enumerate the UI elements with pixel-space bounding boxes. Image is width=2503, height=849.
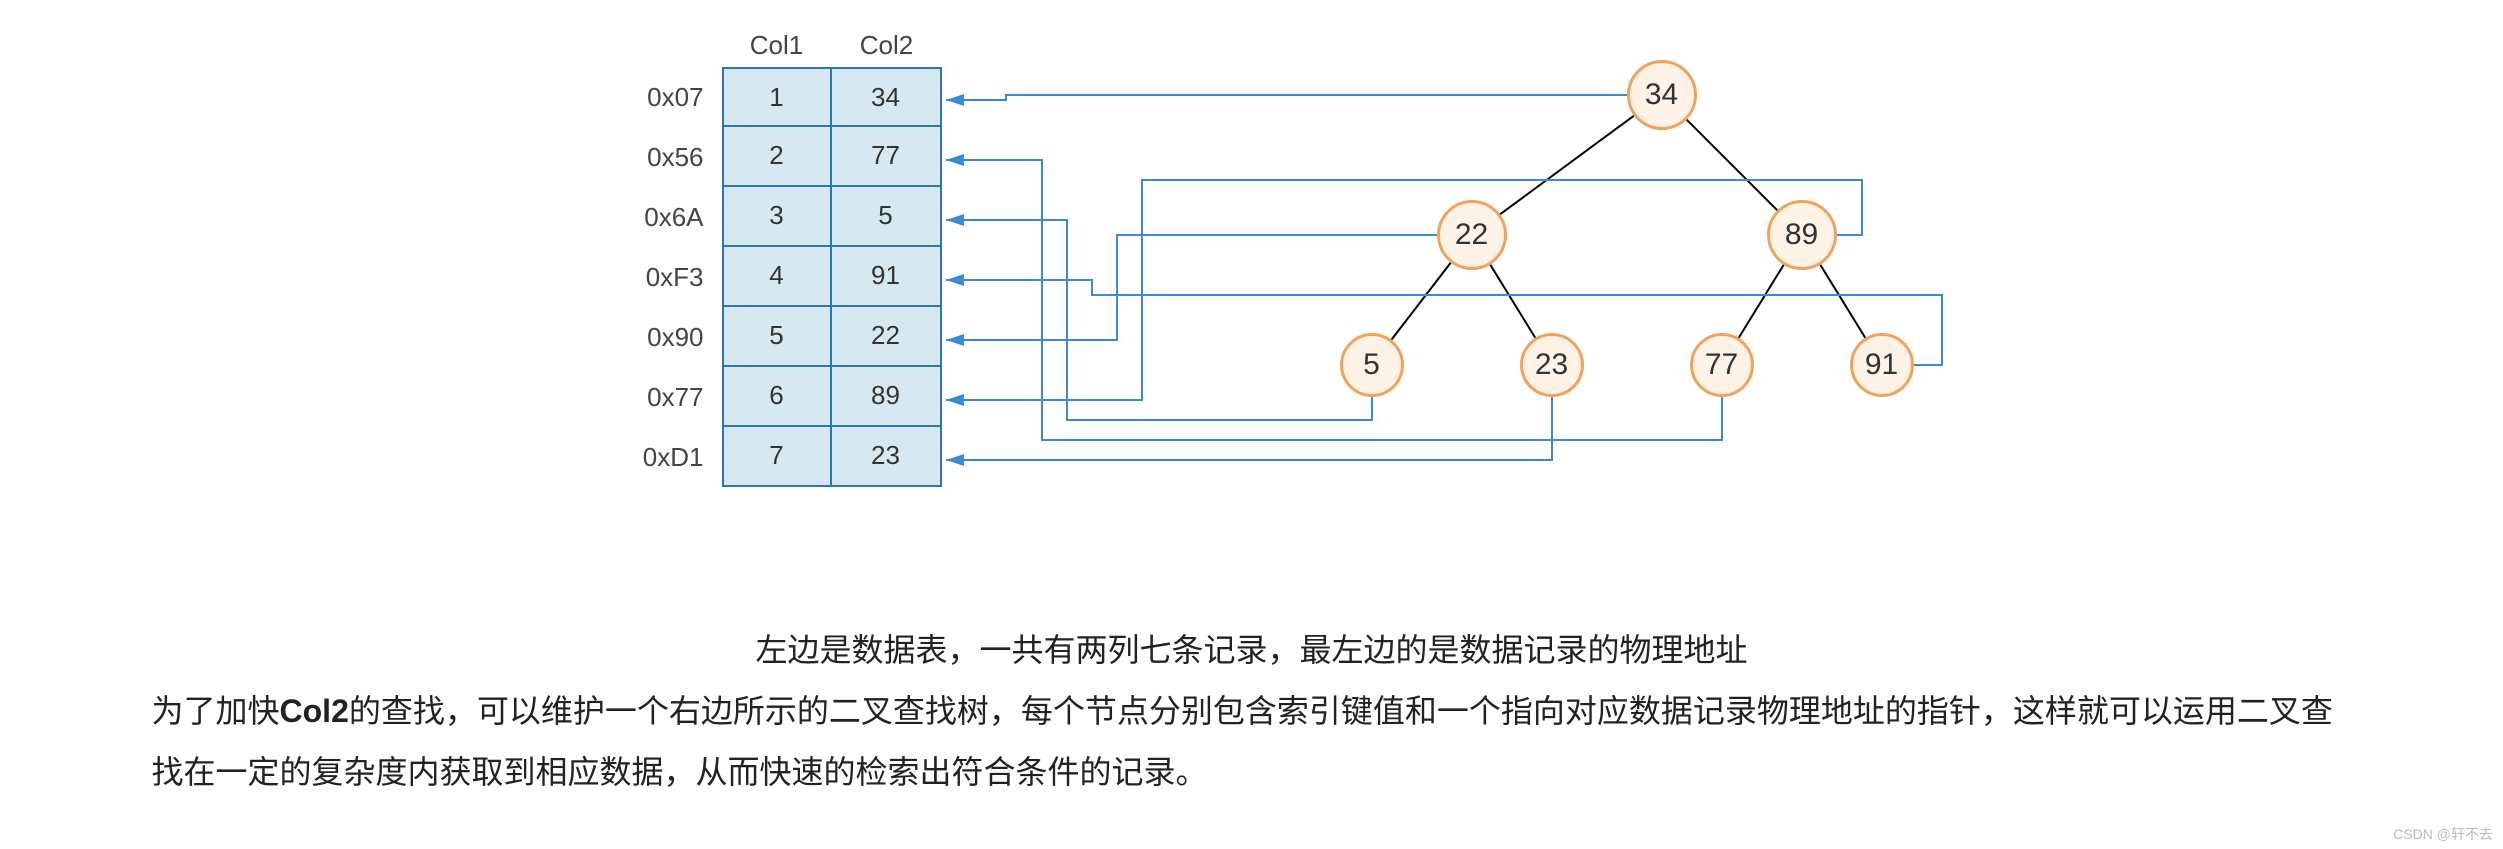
row-col1: 5 bbox=[722, 307, 832, 367]
caption2-pre: 为了加快 bbox=[152, 693, 280, 729]
data-table: Col1 Col2 0x071340x562770x6A350xF34910x9… bbox=[622, 30, 942, 487]
row-address: 0xD1 bbox=[622, 442, 722, 473]
table-row: 0xF3491 bbox=[622, 247, 942, 307]
tree-node-23: 23 bbox=[1520, 333, 1584, 397]
row-col2: 77 bbox=[832, 127, 942, 187]
tree-node-77: 77 bbox=[1690, 333, 1754, 397]
col-header-2: Col2 bbox=[832, 30, 942, 67]
tree-edge bbox=[1686, 120, 1777, 211]
row-address: 0xF3 bbox=[622, 262, 722, 293]
tree-node-5: 5 bbox=[1340, 333, 1404, 397]
tree-edge bbox=[1500, 116, 1634, 214]
caption-line-1: 左边是数据表，一共有两列七条记录，最左边的是数据记录的物理地址 bbox=[152, 620, 2352, 681]
tree-edge bbox=[1391, 263, 1450, 340]
table-row: 0x6A35 bbox=[622, 187, 942, 247]
row-col1: 3 bbox=[722, 187, 832, 247]
diagram-area: Col1 Col2 0x071340x562770x6A350xF34910x9… bbox=[502, 20, 2002, 590]
tree-node-34: 34 bbox=[1627, 60, 1697, 130]
row-col2: 22 bbox=[832, 307, 942, 367]
tree-edge bbox=[1820, 265, 1865, 338]
table-row: 0x77689 bbox=[622, 367, 942, 427]
pointer-arrow bbox=[946, 280, 1942, 365]
tree-node-22: 22 bbox=[1437, 200, 1507, 270]
tree-node-89: 89 bbox=[1767, 200, 1837, 270]
pointer-arrow bbox=[946, 95, 1627, 100]
row-address: 0x56 bbox=[622, 142, 722, 173]
row-address: 0x6A bbox=[622, 202, 722, 233]
row-col2: 23 bbox=[832, 427, 942, 487]
caption-line-2: 为了加快Col2的查找，可以维护一个右边所示的二叉查找树，每个节点分别包含索引键… bbox=[72, 681, 2432, 803]
table-body: 0x071340x562770x6A350xF34910x905220x7768… bbox=[622, 67, 942, 487]
tree-node-91: 91 bbox=[1850, 333, 1914, 397]
col-header-1: Col1 bbox=[722, 30, 832, 67]
table-row: 0x07134 bbox=[622, 67, 942, 127]
row-col2: 91 bbox=[832, 247, 942, 307]
pointer-lines bbox=[946, 95, 1942, 460]
row-col1: 6 bbox=[722, 367, 832, 427]
row-address: 0x90 bbox=[622, 322, 722, 353]
pointer-arrow bbox=[946, 160, 1722, 440]
row-address: 0x07 bbox=[622, 82, 722, 113]
row-col2: 34 bbox=[832, 67, 942, 127]
pointer-arrow bbox=[946, 220, 1372, 420]
watermark: CSDN @轩不去 bbox=[2393, 824, 2493, 844]
row-col2: 89 bbox=[832, 367, 942, 427]
tree-edge bbox=[1490, 265, 1535, 338]
table-row: 0x90522 bbox=[622, 307, 942, 367]
table-row: 0x56277 bbox=[622, 127, 942, 187]
row-col2: 5 bbox=[832, 187, 942, 247]
table-header-row: Col1 Col2 bbox=[722, 30, 942, 67]
row-address: 0x77 bbox=[622, 382, 722, 413]
row-col1: 2 bbox=[722, 127, 832, 187]
pointer-arrow bbox=[946, 397, 1552, 460]
row-col1: 1 bbox=[722, 67, 832, 127]
caption2-post: 的查找，可以维护一个右边所示的二叉查找树，每个节点分别包含索引键值和一个指向对应… bbox=[152, 693, 2333, 790]
caption2-bold: Col2 bbox=[280, 693, 349, 729]
table-row: 0xD1723 bbox=[622, 427, 942, 487]
tree-edge bbox=[1738, 265, 1783, 338]
row-col1: 7 bbox=[722, 427, 832, 487]
pointer-arrow bbox=[946, 235, 1437, 340]
row-col1: 4 bbox=[722, 247, 832, 307]
